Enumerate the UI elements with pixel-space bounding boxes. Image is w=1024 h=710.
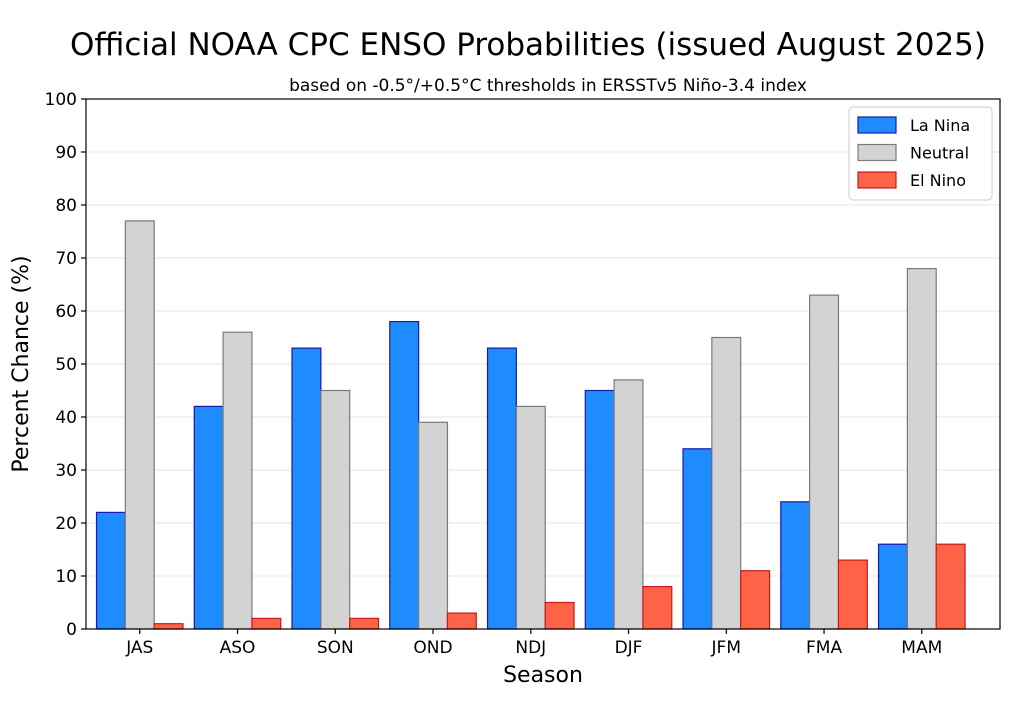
legend-swatch-neutral <box>857 143 897 162</box>
x-tick-label-jas: JAS <box>125 638 153 658</box>
bar-neutral-djf <box>613 379 644 630</box>
bar-la-nina-mam <box>877 543 908 630</box>
bar-la-nina-ndj <box>486 347 517 630</box>
x-tick-label-son: SON <box>317 638 354 658</box>
bar-el-nino-jas <box>153 623 184 630</box>
bar-el-nino-mam <box>935 543 966 630</box>
y-tick-label-30: 30 <box>55 461 77 481</box>
chart-subtitle: based on -0.5°/+0.5°C thresholds in ERSS… <box>289 76 807 96</box>
bars <box>95 220 966 630</box>
bar-la-nina-aso <box>193 405 224 630</box>
bar-neutral-jas <box>124 220 155 630</box>
bar-la-nina-ond <box>389 321 420 630</box>
x-axis-label: Season <box>503 663 583 688</box>
y-tick-label-0: 0 <box>66 620 77 640</box>
bar-neutral-mam <box>906 268 937 630</box>
bar-neutral-son <box>320 389 351 630</box>
y-axis-ticks: 0 10 20 30 40 50 60 70 80 90 100 <box>45 90 86 640</box>
x-axis-ticks: JAS ASO SON OND NDJ DJF JFM FMA MAM <box>125 629 942 658</box>
bar-neutral-ndj <box>515 405 546 630</box>
bar-el-nino-ond <box>446 612 477 630</box>
x-tick-label-ond: OND <box>413 638 452 658</box>
legend-label-el-nino: El Nino <box>910 171 966 190</box>
x-tick-label-aso: ASO <box>220 638 256 658</box>
legend-swatch-el-nino <box>857 171 897 189</box>
legend: La Nina Neutral El Nino <box>848 106 993 201</box>
legend-swatch-la-nina <box>857 116 897 134</box>
y-tick-label-60: 60 <box>55 302 77 322</box>
x-tick-label-jfm: JFM <box>711 638 741 658</box>
bar-neutral-ond <box>418 421 449 630</box>
legend-label-la-nina: La Nina <box>910 116 970 135</box>
x-tick-label-djf: DJF <box>615 638 643 658</box>
bar-la-nina-fma <box>780 501 811 630</box>
bar-neutral-fma <box>809 294 840 630</box>
bar-el-nino-djf <box>642 585 673 630</box>
x-tick-label-fma: FMA <box>806 638 842 658</box>
bar-la-nina-djf <box>584 389 615 630</box>
y-axis-label: Percent Chance (%) <box>9 255 34 472</box>
x-tick-label-ndj: NDJ <box>515 638 546 658</box>
y-tick-label-90: 90 <box>55 143 77 163</box>
bar-el-nino-jfm <box>740 570 771 630</box>
chart-title: Official NOAA CPC ENSO Probabilities (is… <box>70 27 986 63</box>
y-tick-label-50: 50 <box>55 355 77 375</box>
y-tick-label-20: 20 <box>55 514 77 534</box>
y-tick-label-10: 10 <box>55 567 77 587</box>
y-tick-label-100: 100 <box>45 90 77 110</box>
bar-la-nina-jfm <box>682 448 713 630</box>
bar-el-nino-son <box>349 617 380 630</box>
bar-el-nino-aso <box>251 617 282 630</box>
bar-el-nino-ndj <box>544 601 575 630</box>
legend-label-neutral: Neutral <box>910 144 969 163</box>
bar-la-nina-jas <box>95 511 126 630</box>
bar-la-nina-son <box>291 347 322 630</box>
y-tick-label-40: 40 <box>55 408 77 428</box>
bar-el-nino-fma <box>837 559 868 630</box>
bar-neutral-aso <box>222 331 253 630</box>
bar-neutral-jfm <box>711 336 742 630</box>
y-tick-label-80: 80 <box>55 196 77 216</box>
x-tick-label-mam: MAM <box>901 638 942 658</box>
y-tick-label-70: 70 <box>55 249 77 269</box>
